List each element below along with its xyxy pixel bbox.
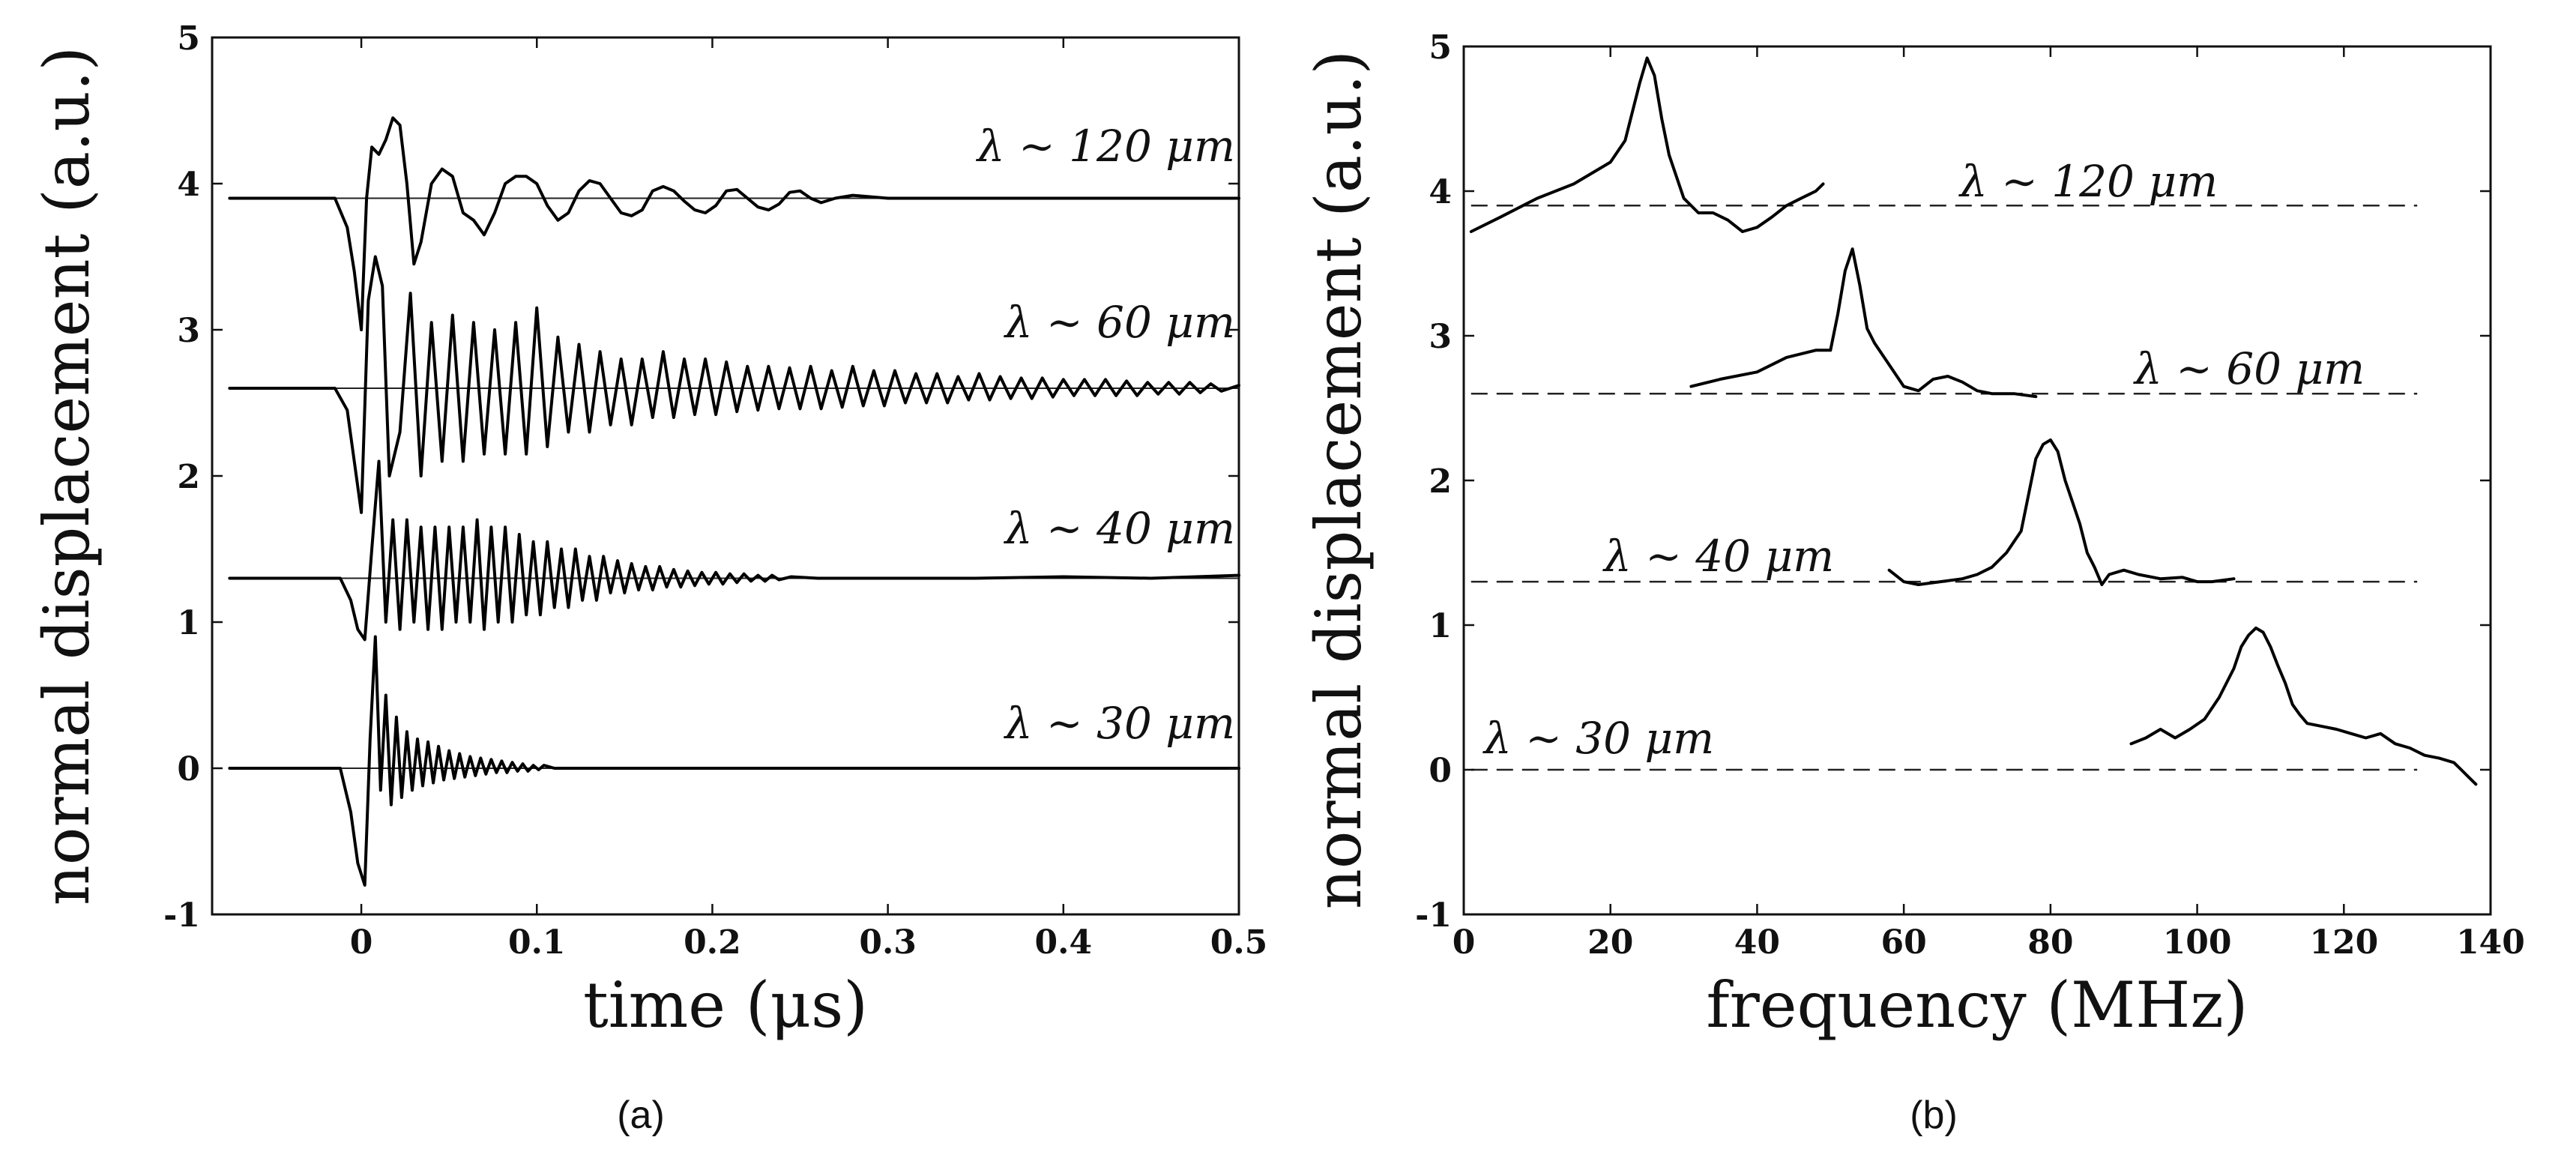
- x-tick-label-b: 140: [2456, 923, 2525, 962]
- y-tick-label-a: 0: [177, 750, 200, 788]
- x-axis-label-b: frequency (MHz): [1707, 968, 2248, 1042]
- y-tick-label-a: 4: [177, 166, 200, 204]
- y-tick-label-a: -1: [163, 896, 200, 935]
- x-tick-label-a: 0.3: [859, 923, 917, 962]
- series-label-b-2: λ ∼ 40 μm: [1602, 531, 1834, 582]
- y-tick-label-b: 3: [1429, 318, 1452, 356]
- x-tick-label-b: 120: [2309, 923, 2378, 962]
- x-tick-label-b: 0: [1453, 923, 1476, 962]
- y-tick-label-a: 3: [177, 312, 200, 350]
- x-axis-label-a: time (μs): [583, 968, 868, 1042]
- x-tick-label-b: 60: [1881, 923, 1927, 962]
- series-line-a-3: [228, 635, 1240, 887]
- y-tick-label-b: -1: [1415, 896, 1452, 935]
- series-line-b-2: [1887, 438, 2236, 586]
- series-line-b-0: [1469, 56, 1825, 233]
- y-tick-label-a: 2: [177, 458, 200, 496]
- y-tick-label-a: 1: [177, 604, 200, 642]
- x-tick-label-b: 20: [1587, 923, 1633, 962]
- series-line-a-0: [228, 116, 1240, 331]
- caption-a: (a): [617, 1094, 665, 1137]
- y-tick-label-b: 1: [1429, 607, 1452, 645]
- series-line-a-2: [228, 459, 1240, 642]
- y-tick-label-a: 5: [177, 19, 200, 58]
- y-tick-label-b: 0: [1429, 752, 1452, 790]
- x-tick-label-a: 0.4: [1035, 923, 1093, 962]
- series-label-b-3: λ ∼ 30 μm: [1482, 713, 1714, 764]
- series-label-a-1: λ ∼ 60 μm: [1004, 297, 1235, 348]
- y-tick-label-b: 2: [1429, 462, 1452, 501]
- y-tick-label-b: 4: [1429, 173, 1452, 211]
- series-label-a-2: λ ∼ 40 μm: [1004, 503, 1235, 554]
- series-label-b-1: λ ∼ 60 μm: [2133, 343, 2365, 394]
- series-line-b-3: [2129, 626, 2478, 786]
- y-axis-label-b: normal displacement (a.u.): [1302, 50, 1375, 909]
- caption-b: (b): [1910, 1094, 1958, 1137]
- series-label-b-0: λ ∼ 120 μm: [1958, 156, 2218, 207]
- series-line-b-1: [1689, 247, 2038, 399]
- y-axis-label-a: normal displacement (a.u.): [30, 46, 103, 905]
- x-tick-label-b: 40: [1734, 923, 1780, 962]
- x-tick-label-b: 80: [2027, 923, 2073, 962]
- x-tick-label-a: 0.5: [1210, 923, 1268, 962]
- x-tick-label-a: 0: [350, 923, 373, 962]
- y-tick-label-b: 5: [1429, 28, 1452, 67]
- series-label-a-0: λ ∼ 120 μm: [976, 121, 1235, 172]
- series-line-a-1: [228, 255, 1240, 514]
- x-tick-label-a: 0.2: [684, 923, 741, 962]
- series-label-a-3: λ ∼ 30 μm: [1004, 698, 1235, 749]
- x-tick-label-a: 0.1: [508, 923, 566, 962]
- panel-a: 0 0.1 0.2 0.3 0.4 0.5 -1 0 1 2 3 4 5 λ ∼ 120 μm λ ∼ 6…: [30, 19, 1267, 1137]
- x-tick-label-b: 100: [2163, 923, 2232, 962]
